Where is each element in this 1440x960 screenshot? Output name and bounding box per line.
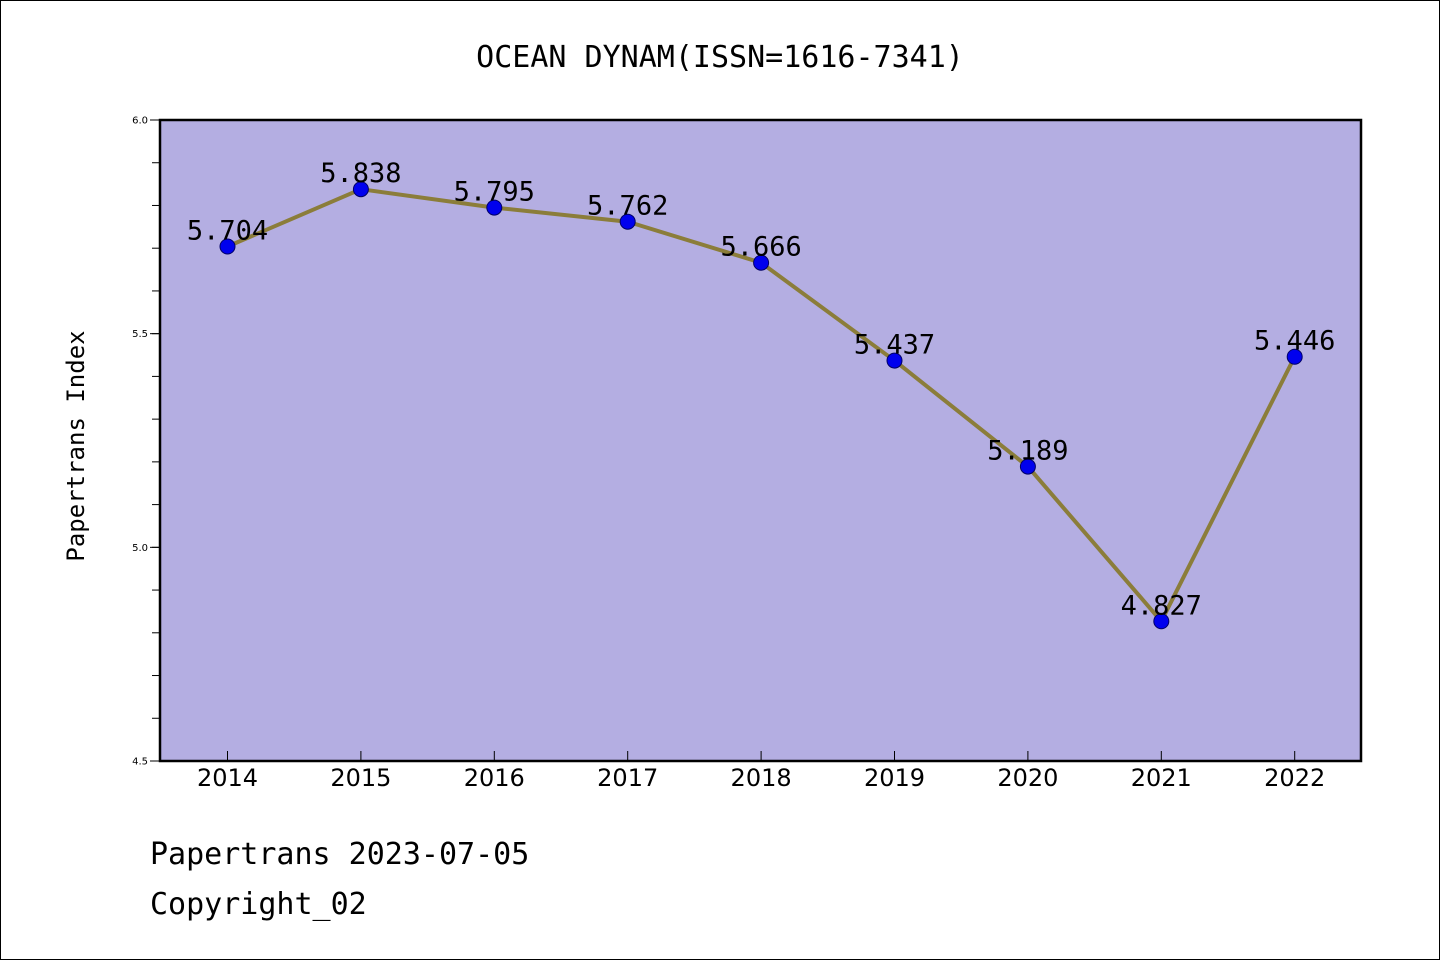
data-value-label: 5.795 bbox=[454, 177, 535, 208]
data-point-marker bbox=[219, 238, 236, 255]
data-value-label: 5.189 bbox=[987, 436, 1068, 467]
x-tick-label: 2021 bbox=[1131, 764, 1192, 792]
y-axis: 4.5 5.0 5.5 6.0 bbox=[132, 116, 160, 768]
x-tick-label: 2019 bbox=[864, 764, 925, 792]
data-point-marker bbox=[886, 352, 903, 369]
data-labels: 5.704 5.838 5.795 5.762 5.666 5.437 5.189 4.827… bbox=[187, 158, 1335, 621]
plot-frame bbox=[158, 118, 1363, 763]
data-point-marker bbox=[486, 199, 503, 216]
footer-copyright-text: Copyright_02 bbox=[150, 887, 367, 922]
data-point-marker bbox=[753, 254, 770, 271]
data-point-marker bbox=[352, 181, 369, 198]
plot-area bbox=[160, 120, 1361, 761]
data-value-label: 5.437 bbox=[854, 330, 935, 361]
data-markers bbox=[219, 181, 1303, 630]
y-axis-label: Papertrans Index bbox=[62, 330, 90, 561]
data-value-label: 5.666 bbox=[720, 232, 801, 263]
chart-title: OCEAN DYNAM(ISSN=1616-7341) bbox=[476, 40, 964, 75]
y-tick-label: 5.0 bbox=[132, 543, 148, 554]
data-value-label: 4.827 bbox=[1121, 590, 1202, 621]
data-point-marker bbox=[619, 213, 636, 230]
data-point-marker bbox=[1153, 613, 1170, 630]
x-tick-label: 2015 bbox=[330, 764, 391, 792]
x-tick-label: 2014 bbox=[197, 764, 258, 792]
data-point-marker bbox=[1286, 348, 1303, 365]
data-value-label: 5.704 bbox=[187, 215, 268, 246]
x-tick-label: 2017 bbox=[597, 764, 658, 792]
data-value-label: 5.446 bbox=[1254, 326, 1335, 357]
x-tick-label: 2020 bbox=[997, 764, 1058, 792]
x-axis: 2014 2015 2016 2017 2018 2019 2020 2021 2022 bbox=[197, 751, 1325, 792]
x-tick-label: 2016 bbox=[464, 764, 525, 792]
data-value-label: 5.762 bbox=[587, 191, 668, 222]
footer-source-text: Papertrans 2023-07-05 bbox=[150, 837, 529, 872]
y-tick-label: 4.5 bbox=[132, 757, 148, 768]
y-tick-label: 5.5 bbox=[132, 329, 148, 340]
y-tick-label: 6.0 bbox=[132, 116, 148, 127]
x-tick-label: 2022 bbox=[1264, 764, 1325, 792]
x-tick-label: 2018 bbox=[731, 764, 792, 792]
data-value-label: 5.838 bbox=[320, 158, 401, 189]
data-point-marker bbox=[1019, 458, 1036, 475]
